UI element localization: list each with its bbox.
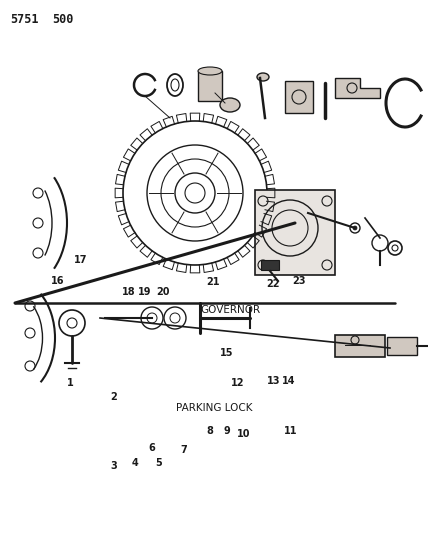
Text: 21: 21	[206, 278, 220, 287]
Text: 8: 8	[206, 426, 213, 435]
Text: 11: 11	[284, 426, 298, 435]
Polygon shape	[335, 78, 380, 98]
Text: 15: 15	[220, 348, 234, 358]
Text: 14: 14	[282, 376, 296, 386]
Text: 12: 12	[231, 378, 244, 387]
Text: 16: 16	[51, 277, 65, 286]
Ellipse shape	[220, 98, 240, 112]
Text: 2: 2	[110, 392, 117, 402]
Text: PARKING LOCK: PARKING LOCK	[176, 403, 252, 413]
Text: 22: 22	[266, 279, 280, 288]
Circle shape	[353, 226, 357, 230]
Bar	[198, 71, 222, 101]
Text: 10: 10	[237, 430, 251, 439]
Text: 23: 23	[292, 277, 306, 286]
Text: 9: 9	[223, 426, 230, 435]
Bar	[261, 260, 279, 270]
Text: 5751: 5751	[10, 13, 39, 26]
Text: 1: 1	[67, 378, 74, 387]
Text: 7: 7	[181, 446, 187, 455]
Text: 18: 18	[122, 287, 135, 297]
Text: 17: 17	[74, 255, 87, 265]
Text: 13: 13	[267, 376, 281, 386]
Bar	[285, 81, 313, 113]
Text: 4: 4	[131, 458, 138, 467]
Ellipse shape	[198, 67, 222, 75]
Bar	[255, 190, 335, 275]
Text: 3: 3	[110, 462, 117, 471]
Text: 500: 500	[52, 13, 73, 26]
Bar	[335, 335, 385, 357]
Text: 5: 5	[155, 458, 162, 467]
Ellipse shape	[257, 73, 269, 81]
Bar	[387, 337, 417, 355]
Text: GOVERNOR: GOVERNOR	[200, 305, 260, 315]
Text: 20: 20	[156, 287, 169, 297]
Text: 19: 19	[138, 287, 152, 297]
Text: 6: 6	[149, 443, 155, 453]
